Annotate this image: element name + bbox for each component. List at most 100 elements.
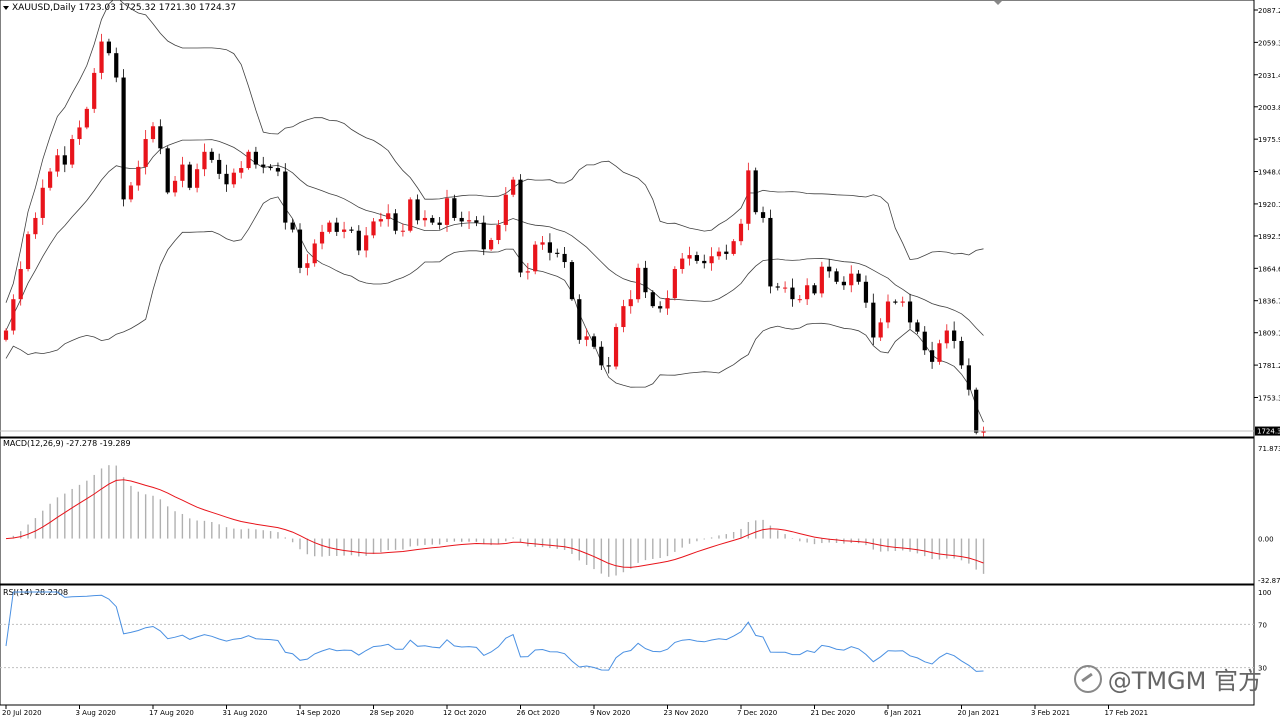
candle-body — [84, 108, 89, 128]
candle — [562, 246, 567, 268]
candle-body — [290, 222, 295, 230]
price-tick-label: 1781.20 — [1258, 362, 1280, 370]
candle-body — [364, 235, 369, 251]
candle-body — [393, 213, 398, 231]
candle — [540, 236, 545, 250]
candle-body — [819, 266, 824, 294]
weibo-icon — [1073, 664, 1102, 693]
candle — [319, 224, 325, 250]
candle — [893, 299, 898, 305]
candle — [665, 290, 670, 315]
candle-body — [540, 242, 545, 245]
candle — [305, 254, 310, 276]
candle — [694, 251, 699, 264]
time-tick-label: 17 Aug 2020 — [149, 709, 194, 717]
candle-body — [459, 217, 464, 222]
macd-axis: 71.873 0.00 -32.879 — [1258, 445, 1280, 585]
candle — [496, 220, 501, 245]
price-panel — [0, 0, 1255, 438]
candle-body — [658, 306, 663, 309]
candle-body — [974, 389, 979, 433]
candle-body — [613, 327, 619, 367]
candle — [922, 326, 927, 355]
time-tick-label: 21 Dec 2020 — [811, 709, 856, 717]
candle — [533, 241, 538, 275]
candle — [187, 161, 192, 191]
candle — [121, 69, 126, 207]
candle — [224, 164, 229, 192]
candle — [466, 211, 472, 229]
candle-body — [342, 229, 347, 232]
chart-shift-icon[interactable] — [994, 1, 1002, 5]
candle-body — [165, 148, 170, 193]
candle-body — [474, 220, 479, 223]
candle — [261, 156, 266, 174]
candle — [202, 143, 207, 177]
time-tick-label: 20 Jul 2020 — [2, 709, 42, 717]
time-tick-label: 7 Dec 2020 — [737, 709, 777, 717]
candle — [143, 129, 148, 175]
candle — [378, 212, 383, 227]
candle — [849, 265, 854, 293]
candle — [775, 282, 780, 291]
candle-body — [863, 281, 869, 303]
candle-body — [760, 212, 766, 218]
candle — [11, 294, 16, 335]
macd-histogram — [12, 465, 985, 577]
candle-body — [966, 365, 971, 390]
candle-body — [893, 301, 898, 303]
candle-body — [930, 350, 935, 362]
symbol-header: XAUUSD,Daily 1723.03 1725.32 1721.30 172… — [12, 3, 236, 13]
candle-body — [849, 273, 854, 286]
candle-body — [253, 151, 258, 165]
price-tick-label: 2031.40 — [1258, 72, 1280, 80]
candle — [195, 163, 200, 193]
candle — [172, 175, 178, 197]
candle-body — [555, 252, 560, 254]
candle — [584, 328, 589, 347]
macd-tick-label: -32.879 — [1258, 577, 1280, 585]
candle-body — [591, 336, 597, 347]
bb-middle — [5, 139, 984, 336]
candle-body — [283, 171, 288, 223]
candle-body — [716, 251, 722, 257]
current-price-marker: 1724.37 — [0, 426, 1280, 436]
price-tick-label: 1864.60 — [1258, 265, 1280, 273]
candle-body — [834, 271, 839, 282]
candle-body — [694, 255, 699, 261]
rsi-panel — [0, 584, 1255, 706]
candle-body — [915, 322, 920, 332]
candle-body — [430, 217, 435, 223]
price-tick-label: 1809.10 — [1258, 330, 1280, 338]
candle-body — [511, 179, 516, 195]
candle — [658, 301, 663, 313]
candle-body — [885, 301, 891, 323]
candle-body — [143, 139, 148, 167]
price-tick-label: 1753.30 — [1258, 394, 1280, 402]
candle — [518, 174, 523, 278]
macd-tick-label: 0.00 — [1258, 536, 1274, 544]
candle — [797, 295, 802, 303]
candle — [768, 209, 773, 294]
macd-tick-label: 71.873 — [1258, 445, 1280, 453]
candle-body — [187, 164, 192, 188]
time-tick-label: 17 Feb 2021 — [1105, 709, 1149, 717]
candle — [805, 278, 810, 305]
candle-body — [907, 301, 913, 323]
current-price-label: 1724.37 — [1257, 428, 1280, 436]
candle — [62, 146, 67, 173]
candle — [863, 275, 869, 308]
candle — [525, 262, 530, 280]
candle — [33, 212, 38, 239]
collapse-icon[interactable] — [3, 6, 9, 10]
bb-lower — [5, 196, 984, 423]
candle — [746, 162, 751, 231]
candle-body — [746, 170, 751, 224]
candle — [481, 215, 486, 256]
candle-body — [18, 269, 23, 300]
candle — [55, 149, 60, 177]
candle — [760, 206, 766, 223]
rsi-levels — [0, 623, 1254, 669]
